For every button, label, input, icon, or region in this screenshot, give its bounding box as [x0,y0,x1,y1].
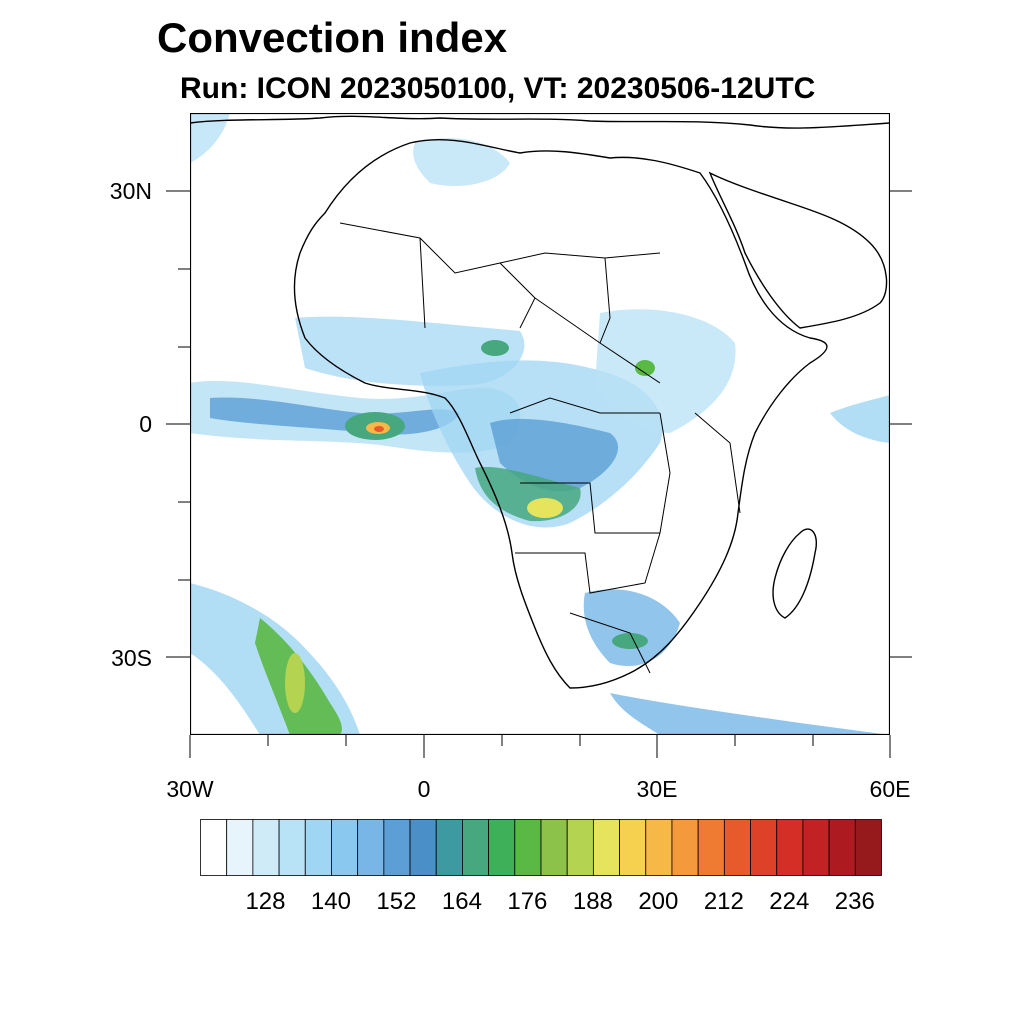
convection-cell-east-africa [635,360,655,376]
map-panel [190,113,890,735]
lat-label-30s: 30S [111,645,152,671]
colorbar-swatch [278,819,306,876]
convection-area-indian-ocean [830,395,890,443]
colorbar-tick-label: 236 [834,888,875,915]
colorbar-swatch [331,819,359,876]
country-border [515,532,661,594]
colorbar-swatch [828,819,856,876]
madagascar-coastline [772,528,817,619]
colorbar-swatch [619,819,647,876]
convection-cell-south-africa [612,633,648,649]
europe-coastline [190,115,890,129]
country-border [520,482,660,534]
colorbar-swatch [854,819,882,876]
colorbar-tick-label: 140 [310,888,351,915]
colorbar-swatch [409,819,437,876]
country-border [509,397,660,414]
convection-field-layer [190,113,890,735]
convection-area-north-africa [413,138,510,187]
arabian-peninsula-coastline [708,171,888,329]
colorbar-tick-label: 176 [507,888,548,915]
colorbar-swatch [252,819,280,876]
colorbar-swatch [488,819,516,876]
colorbar-swatch [645,819,673,876]
colorbar-swatch [592,819,620,876]
colorbar [200,819,882,882]
lat-label-0: 0 [139,411,152,437]
convection-cell-south-atlantic [285,653,305,713]
colorbar-swatch [566,819,594,876]
colorbar-swatch [226,819,254,876]
colorbar-swatch [514,819,542,876]
map-canvas [190,113,890,735]
lon-label-0: 0 [417,776,431,802]
colorbar-tick-label: 212 [703,888,744,915]
country-border [599,257,611,344]
convection-cell-atlantic-peak [374,426,384,432]
convection-area-southern-ocean [610,693,890,735]
map-border [190,113,890,735]
colorbar-swatch [304,819,332,876]
map-title: Convection index [157,14,508,61]
colorbar-swatch [750,819,778,876]
colorbar-tick-label: 152 [376,888,417,915]
lon-label-60e: 60E [869,776,911,802]
country-border [569,612,651,674]
convection-cell-west-africa [481,340,509,356]
colorbar-swatches [200,819,882,876]
convection-cell-angola [527,498,563,518]
country-border [694,412,741,514]
country-border [534,297,661,384]
lon-label-30e: 30E [636,776,678,802]
colorbar-tick-label: 200 [638,888,679,915]
colorbar-swatch [357,819,385,876]
country-border-layer [339,222,741,674]
colorbar-tick-label: 164 [441,888,482,915]
colorbar-swatch [671,819,699,876]
colorbar-tick-label: 188 [572,888,613,915]
colorbar-swatch [540,819,568,876]
lon-label-30w: 30W [166,776,214,802]
africa-coastline [293,138,828,689]
colorbar-tick-label: 224 [769,888,810,915]
country-border [419,237,426,329]
colorbar-swatch [200,819,228,876]
colorbar-swatch [383,819,411,876]
lat-label-30n: 30N [109,178,152,204]
convection-area-south-africa [583,589,680,667]
colorbar-swatch [802,819,830,876]
colorbar-swatch [776,819,804,876]
colorbar-swatch [462,819,490,876]
colorbar-swatch [723,819,751,876]
convection-area-west-africa [295,316,525,386]
map-subtitle: Run: ICON 2023050100, VT: 20230506-12UTC [180,72,816,105]
country-border [659,412,671,534]
colorbar-swatch [697,819,725,876]
colorbar-tick-label: 128 [245,888,286,915]
colorbar-swatch [435,819,463,876]
convection-area-east-africa [595,309,736,433]
coastline-layer [190,115,890,689]
convection-area-atlantic-nw [190,113,230,163]
